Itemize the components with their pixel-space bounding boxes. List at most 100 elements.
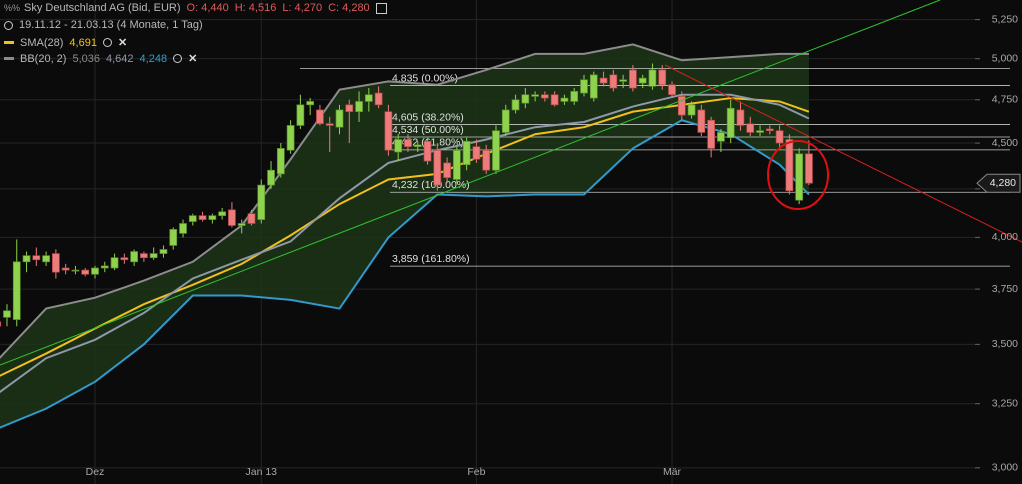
trend-line xyxy=(0,0,941,366)
y-tick-label: 4,750 xyxy=(992,94,1018,106)
candle-body xyxy=(648,69,657,87)
candle-body xyxy=(110,257,119,269)
fib-label: 4,835 (0.00%) xyxy=(392,72,458,84)
fib-label: 4,232 (100.00%) xyxy=(392,179,470,191)
candle-body xyxy=(550,94,559,106)
y-tick-label: 4,000 xyxy=(992,231,1018,243)
candle-body xyxy=(335,109,344,128)
price-tag xyxy=(976,173,1021,193)
clock-icon xyxy=(4,20,13,30)
settings-icon[interactable] xyxy=(102,38,112,47)
candle-body xyxy=(795,153,804,201)
candle-body xyxy=(306,101,315,106)
y-tick-label: 3,750 xyxy=(992,283,1018,295)
remove-icon[interactable]: ✕ xyxy=(117,37,128,49)
candle-body xyxy=(100,265,109,269)
candle-body xyxy=(482,149,491,171)
candle-body xyxy=(638,77,647,84)
candle-body xyxy=(541,94,549,99)
candle-body xyxy=(462,140,471,166)
candle-body xyxy=(257,184,266,220)
candle-body xyxy=(149,253,158,259)
remove-icon[interactable]: ✕ xyxy=(188,53,198,65)
candle-body xyxy=(717,132,725,142)
candle-body xyxy=(531,94,539,97)
ohlc-high: H: 4,516 xyxy=(234,2,277,14)
legend-value: 4,642 xyxy=(106,52,134,65)
candle-body xyxy=(658,69,667,86)
candle-body xyxy=(805,153,813,184)
legend-row: BB(20, 2) 5,036 4,642 4,248 ✕ xyxy=(0,52,203,65)
candle-body xyxy=(570,91,579,102)
candle-body xyxy=(71,269,80,272)
candle-body xyxy=(296,104,305,126)
trend-line xyxy=(664,64,1022,243)
y-tick-label: 4,500 xyxy=(992,137,1018,149)
candle-body xyxy=(364,94,373,102)
candle-body xyxy=(433,149,442,186)
candle-body xyxy=(237,223,246,226)
x-tick-label: Feb xyxy=(467,466,485,478)
candle-body xyxy=(756,130,764,133)
candle-body xyxy=(453,149,461,180)
y-tick-label: 3,250 xyxy=(992,397,1018,409)
candle-body xyxy=(599,77,608,84)
candle-body xyxy=(511,99,520,111)
y-tick-label: 3,500 xyxy=(992,338,1018,350)
candle-body xyxy=(413,144,422,147)
candle-body xyxy=(609,74,618,89)
legend-row: SMA(28) 4,691 ✕ xyxy=(0,36,133,49)
candle-body xyxy=(629,69,637,89)
candle-body xyxy=(286,125,295,151)
fib-label: 3,859 (161.80%) xyxy=(392,253,470,265)
candle-body xyxy=(188,215,197,222)
legend-swatch xyxy=(4,41,14,44)
candle-body xyxy=(228,209,236,226)
candle-body xyxy=(374,92,383,106)
candle-body xyxy=(775,130,784,144)
candle-body xyxy=(169,229,178,246)
candle-body xyxy=(765,128,774,132)
candle-body xyxy=(521,94,530,104)
candle-body xyxy=(736,109,745,126)
candle-body xyxy=(384,111,393,151)
x-tick-label: Jan 13 xyxy=(245,466,277,478)
candle-body xyxy=(198,215,207,220)
candle-body xyxy=(267,169,275,186)
icon: %% xyxy=(4,3,21,13)
candle-body xyxy=(208,215,217,220)
ohlc-close: C: 4,280 xyxy=(328,2,370,14)
trend-lines xyxy=(0,0,1022,366)
settings-icon[interactable] xyxy=(173,54,183,63)
candle-body xyxy=(501,109,510,133)
candle-body xyxy=(0,321,2,327)
candle-body xyxy=(247,213,256,224)
candle-body xyxy=(423,140,432,162)
candle-body xyxy=(619,79,627,82)
fib-label: 4,605 (38.20%) xyxy=(392,111,464,123)
x-tick-label: Mär xyxy=(663,466,682,478)
candle-body xyxy=(580,79,588,94)
header-row: 19.11.12 - 21.03.13 (4 Monate, 1 Tag) xyxy=(0,19,209,31)
indicator-line xyxy=(0,119,810,429)
candle-body xyxy=(443,162,451,178)
x-tick-label: Dez xyxy=(86,466,105,478)
candle-body xyxy=(668,84,676,96)
band-fill xyxy=(0,44,809,428)
indicator-line xyxy=(0,93,810,394)
candle-body xyxy=(276,148,285,175)
price-tag-label: 4,280 xyxy=(990,177,1016,189)
y-tick-label: 5,250 xyxy=(992,13,1018,25)
highlight-circle xyxy=(767,140,829,210)
fib-label: 4,534 (50.00%) xyxy=(392,124,464,136)
y-tick-label: 3,000 xyxy=(992,462,1018,474)
candle-body xyxy=(91,267,99,275)
legend-name: SMA(28) xyxy=(20,36,64,49)
header-title: Sky Deutschland AG (Bid, EUR) xyxy=(24,2,181,14)
candle-body xyxy=(589,74,598,99)
settings-icon[interactable] xyxy=(375,2,387,14)
candle-body xyxy=(697,109,706,133)
candle-body xyxy=(12,261,21,320)
